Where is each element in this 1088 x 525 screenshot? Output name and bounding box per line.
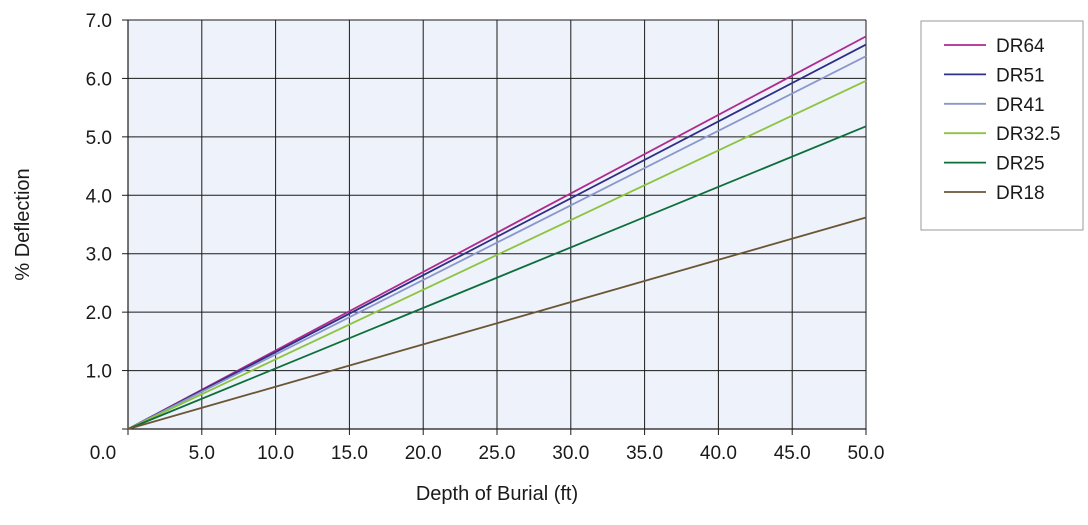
series-line-dr32-5 <box>127 79 867 430</box>
x-tick-label: 45.0 <box>774 443 811 464</box>
series-line-dr25 <box>127 125 867 430</box>
x-tick-label: 15.0 <box>331 443 368 464</box>
x-tick-label: 50.0 <box>848 443 885 464</box>
legend-box <box>920 20 1084 231</box>
legend-label: DR32.5 <box>996 124 1060 145</box>
legend-label: DR18 <box>996 183 1045 204</box>
x-tick-label: 25.0 <box>479 443 516 464</box>
tick-labels: 0.0 5.0 10.0 15.0 20.0 25.0 30.0 35.0 40.0 45.0 50… <box>86 11 885 464</box>
series-line-dr18 <box>127 216 867 430</box>
x-axis-title: Depth of Burial (ft) <box>416 483 578 505</box>
legend: DR64 DR51 DR41 DR32.5 DR25 DR18 <box>920 20 1084 231</box>
legend-label: DR41 <box>996 95 1045 116</box>
x-tick-label: 35.0 <box>626 443 663 464</box>
y-tick-label: 2.0 <box>86 303 112 324</box>
series-lines <box>127 35 867 430</box>
x-tick-label: 0.0 <box>90 443 116 464</box>
legend-label: DR25 <box>996 154 1045 175</box>
x-tick-label: 40.0 <box>700 443 737 464</box>
x-tick-label: 5.0 <box>189 443 215 464</box>
legend-label: DR51 <box>996 65 1045 86</box>
y-tick-label: 5.0 <box>86 128 112 149</box>
series-line-dr41 <box>127 55 867 430</box>
x-tick-label: 10.0 <box>257 443 294 464</box>
y-tick-label: 1.0 <box>86 362 112 383</box>
x-tick-label: 20.0 <box>405 443 442 464</box>
x-tick-label: 30.0 <box>552 443 589 464</box>
y-axis-title: % Deflection <box>12 168 34 280</box>
y-tick-label: 6.0 <box>86 69 112 90</box>
series-line-dr51 <box>127 43 867 430</box>
y-tick-label: 4.0 <box>86 186 112 207</box>
y-tick-label: 3.0 <box>86 245 112 266</box>
legend-label: DR64 <box>996 36 1045 57</box>
y-tick-label: 7.0 <box>86 11 112 32</box>
series-line-dr64 <box>127 35 867 430</box>
axes <box>122 19 867 435</box>
grid-lines <box>128 19 867 429</box>
